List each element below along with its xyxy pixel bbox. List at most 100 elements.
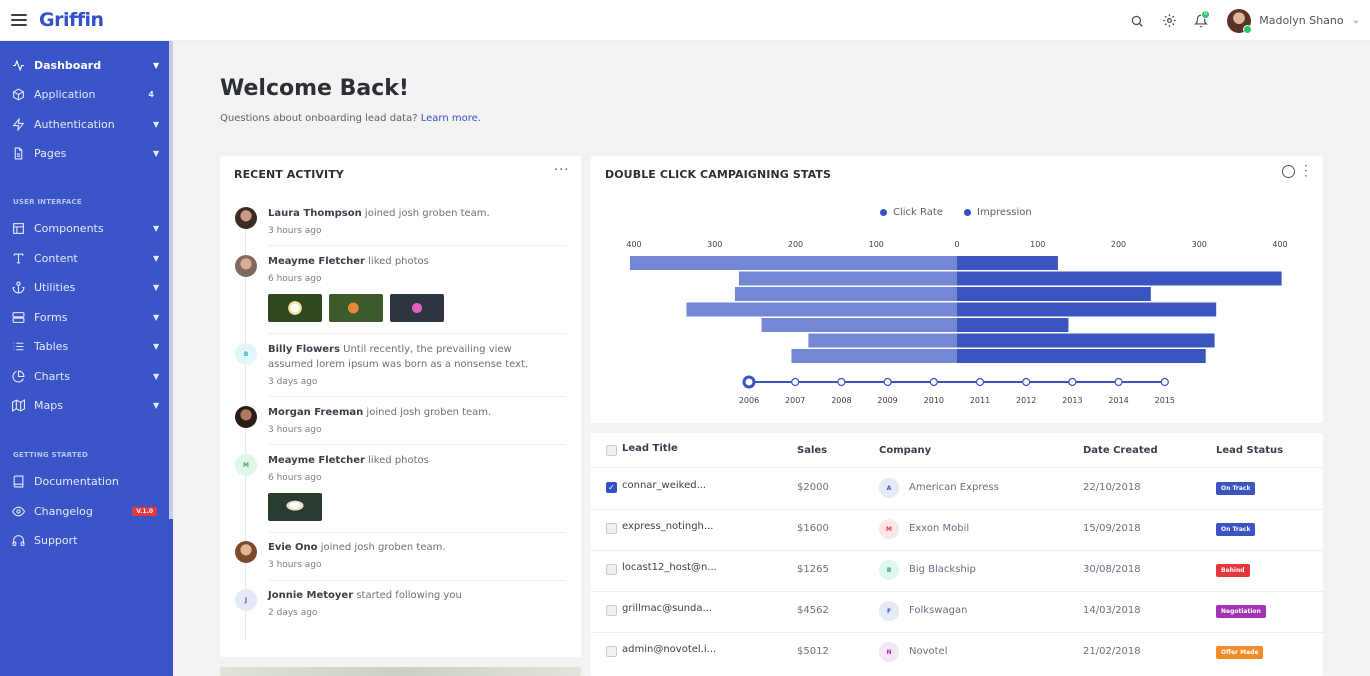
column-header[interactable]: Sales <box>797 445 828 456</box>
lead-title[interactable]: grillmac@sunda... <box>622 603 713 614</box>
activity-time: 3 hours ago <box>268 226 322 236</box>
sidebar-item-forms[interactable]: Forms ▼ <box>0 303 169 331</box>
bar-impression <box>957 318 1069 332</box>
activity-user[interactable]: Jonnie Metoyer <box>268 590 354 601</box>
sidebar-section-heading: GETTING STARTED <box>13 451 89 459</box>
timeline-label: 2014 <box>1108 396 1128 405</box>
legend-dot <box>964 209 971 216</box>
search-icon[interactable] <box>1121 5 1153 37</box>
photo-thumbnail[interactable] <box>390 294 444 322</box>
timeline-point[interactable] <box>1068 377 1077 387</box>
status-badge: Offer Made <box>1216 646 1264 659</box>
lead-title[interactable]: locast12_host@n... <box>622 562 717 573</box>
sidebar-item-support[interactable]: Support <box>0 526 169 554</box>
column-header[interactable]: Date Created <box>1083 445 1158 456</box>
book-icon <box>11 474 25 488</box>
company-name: Exxon Mobil <box>909 523 970 534</box>
company-avatar: F <box>879 601 899 621</box>
sidebar-item-tables[interactable]: Tables ▼ <box>0 332 169 360</box>
select-all-checkbox[interactable] <box>606 445 617 456</box>
sidebar-item-documentation[interactable]: Documentation <box>0 467 169 495</box>
avatar <box>235 541 257 563</box>
timeline-point[interactable] <box>791 377 800 387</box>
sidebar-item-utilities[interactable]: Utilities ▼ <box>0 273 169 301</box>
column-header[interactable]: Company <box>879 445 932 456</box>
user-avatar[interactable] <box>1227 8 1253 34</box>
timeline-point[interactable] <box>1160 377 1169 387</box>
activity-action: joined josh groben team. <box>364 208 490 219</box>
chevron-down-icon: ▼ <box>153 148 160 158</box>
sidebar-item-maps[interactable]: Maps ▼ <box>0 391 169 419</box>
row-checkbox[interactable] <box>606 523 617 534</box>
photo-thumbnail[interactable] <box>329 294 383 322</box>
notification-badge: 0 <box>1201 9 1211 19</box>
timeline-point[interactable] <box>883 377 892 387</box>
activity-user[interactable]: Laura Thompson <box>268 208 362 219</box>
sidebar-item-label: Charts <box>34 369 70 383</box>
row-checkbox[interactable] <box>606 605 617 616</box>
lead-title[interactable]: connar_weiked... <box>622 480 707 491</box>
user-name[interactable]: Madolyn Shano <box>1259 14 1344 27</box>
row-checkbox[interactable]: ✓ <box>606 482 617 493</box>
refresh-icon[interactable] <box>1282 165 1295 178</box>
learn-more-link[interactable]: Learn more. <box>420 113 481 124</box>
activity-action: Until recently, the prevailing view assu… <box>268 344 529 370</box>
row-checkbox[interactable] <box>606 646 617 657</box>
brand-logo[interactable]: Griffin <box>39 9 104 31</box>
sidebar-scrollbar[interactable] <box>169 41 173 519</box>
timeline-point[interactable] <box>929 377 938 387</box>
x-tick-label: 400 <box>626 240 641 249</box>
eye-icon <box>11 504 25 518</box>
sidebar-item-components[interactable]: Components ▼ <box>0 214 169 242</box>
sidebar-item-label: Tables <box>34 339 69 353</box>
company-name: Big Blackship <box>909 564 976 575</box>
photo-thumbnail[interactable] <box>268 493 322 521</box>
activity-user[interactable]: Meayme Fletcher <box>268 256 365 267</box>
timeline-point[interactable] <box>975 377 985 387</box>
activity-action: started following you <box>356 590 462 601</box>
sidebar-item-changelog[interactable]: Changelog V.1.0 <box>0 497 169 525</box>
timeline-point[interactable] <box>1114 377 1123 387</box>
divider <box>591 632 1323 633</box>
chevron-down-icon[interactable]: ⌄ <box>1351 15 1360 26</box>
bell-icon[interactable]: 0 <box>1185 5 1217 37</box>
menu-icon[interactable] <box>11 14 27 26</box>
sidebar-item-label: Utilities <box>34 280 76 294</box>
sidebar-item-charts[interactable]: Charts ▼ <box>0 362 169 390</box>
sidebar-item-content[interactable]: Content ▼ <box>0 244 169 272</box>
activity-user[interactable]: Meayme Fletcher <box>268 455 365 466</box>
more-vertical-icon[interactable]: · · · <box>1304 159 1308 183</box>
divider <box>591 550 1323 551</box>
lead-title[interactable]: admin@novotel.i... <box>622 644 717 655</box>
sidebar-item-pages[interactable]: Pages ▼ <box>0 139 169 167</box>
lead-sales: $2000 <box>797 482 829 493</box>
sidebar-item-dashboard[interactable]: Dashboard ▼ <box>0 51 169 79</box>
timeline-line <box>245 225 246 640</box>
activity-text: Evie Ono joined josh groben team. <box>268 540 558 555</box>
layout-icon <box>11 221 25 235</box>
box-icon <box>11 87 25 101</box>
photo-thumbnail[interactable] <box>268 294 322 322</box>
timeline-point[interactable] <box>837 377 846 387</box>
activity-user[interactable]: Evie Ono <box>268 542 318 553</box>
gear-icon[interactable] <box>1153 5 1185 37</box>
lead-title[interactable]: express_notingh... <box>622 521 714 532</box>
timeline-point[interactable] <box>742 375 756 389</box>
legend-impression[interactable]: Impression <box>964 207 1032 218</box>
column-header[interactable]: Lead Status <box>1216 445 1284 456</box>
sidebar-item-authentication[interactable]: Authentication ▼ <box>0 110 169 138</box>
company-avatar: B <box>879 560 899 580</box>
row-checkbox[interactable] <box>606 564 617 575</box>
column-header[interactable]: Lead Title <box>622 443 678 454</box>
sidebar-item-application[interactable]: Application 4 <box>0 80 169 108</box>
more-horizontal-icon[interactable]: ··· <box>554 163 570 178</box>
activity-user[interactable]: Billy Flowers <box>268 344 340 355</box>
timeline-point[interactable] <box>1022 377 1031 387</box>
divider <box>268 245 566 246</box>
status-badge: Behind <box>1216 564 1250 577</box>
bar-impression <box>957 271 1282 286</box>
activity-user[interactable]: Morgan Freeman <box>268 407 364 418</box>
subtitle-text: Questions about onboarding lead data? <box>220 113 418 124</box>
x-tick-label: 300 <box>707 240 722 249</box>
legend-click-rate[interactable]: Click Rate <box>880 207 943 218</box>
